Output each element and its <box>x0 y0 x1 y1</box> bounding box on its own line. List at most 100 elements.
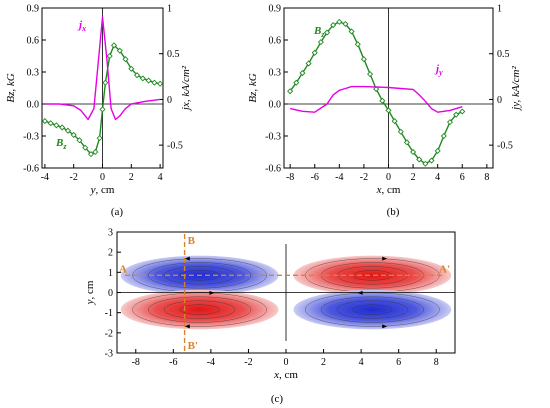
flow-arrow <box>382 256 388 261</box>
x-tick-label: -8 <box>132 357 140 368</box>
data-point-Bz <box>311 49 318 56</box>
y-tick-label-left: -0.6 <box>265 164 281 175</box>
x-tick-label: 8 <box>484 172 489 183</box>
data-point-Bz <box>92 148 99 156</box>
data-point-Bz <box>134 72 141 79</box>
series-label-Bz: Bz <box>313 25 325 39</box>
y-tick-label: 2 <box>108 248 113 259</box>
data-point-Bz <box>391 118 398 125</box>
y-tick-label-left: -0.3 <box>23 132 39 143</box>
series-line-jx <box>44 16 161 121</box>
y-axis-label-right: jx, kA/cm² <box>180 65 192 112</box>
streamline <box>320 296 424 323</box>
data-point-Bz <box>87 151 95 158</box>
x-tick-label: -6 <box>311 172 319 183</box>
data-point-Bz <box>348 28 355 35</box>
y-tick-label-left: -0.6 <box>23 164 39 175</box>
x-tick-label: -4 <box>41 172 49 183</box>
data-point-Bz <box>151 79 158 86</box>
cut-label-b: B <box>188 235 196 247</box>
x-tick-label: -2 <box>360 172 368 183</box>
y-tick-label-left: 0.6 <box>27 36 40 47</box>
y-tick-label-left: 0.0 <box>269 100 282 111</box>
y-tick-label-right: 1 <box>167 4 172 15</box>
data-point-Bz <box>99 106 106 113</box>
data-point-Bz <box>96 135 103 142</box>
y-tick-label-left: -0.3 <box>265 132 281 143</box>
y-tick-label-left: 0.0 <box>27 100 40 111</box>
streamline <box>179 304 220 315</box>
y-tick-label-right: -0.5 <box>167 141 183 152</box>
x-tick-label: -8 <box>286 172 294 183</box>
data-point-Bz <box>157 80 164 87</box>
data-point-Bz <box>422 160 429 167</box>
flow-arrow <box>184 256 190 261</box>
current-lobe-negative <box>293 289 452 330</box>
x-axis-label: x, cm <box>376 184 401 196</box>
y-tick-label-left: 0.9 <box>269 4 282 15</box>
data-point-Bz <box>145 77 152 84</box>
x-tick-label: 4 <box>359 357 364 368</box>
data-point-Bz <box>53 122 60 129</box>
x-tick-label: 2 <box>411 172 416 183</box>
data-point-Bz <box>293 79 300 86</box>
flow-arrow <box>382 324 388 329</box>
data-point-Bz <box>428 157 435 164</box>
y-tick-label-right: 0.5 <box>167 49 180 60</box>
cut-label-a-prime: A' <box>439 263 450 275</box>
data-point-Bz <box>453 111 460 118</box>
series-line-jy <box>289 85 463 113</box>
y-tick-label: -2 <box>105 328 113 339</box>
y-tick-label-left: 0.9 <box>27 4 40 15</box>
data-point-Bz <box>76 137 83 144</box>
data-point-Bz <box>102 79 109 86</box>
data-point-Bz <box>59 124 66 131</box>
streamline <box>336 300 409 319</box>
panel-label-c: (c) <box>271 393 284 405</box>
current-lobe-positive <box>293 255 452 296</box>
x-tick-label: -2 <box>244 357 252 368</box>
data-point-Bz <box>116 47 123 54</box>
series-label-Bz: Bz <box>55 137 67 151</box>
data-point-Bz <box>287 88 294 95</box>
data-point-Bz <box>434 147 441 154</box>
data-point-Bz <box>403 139 410 146</box>
y-tick-label: 0 <box>108 288 113 299</box>
x-tick-label: -4 <box>335 172 343 183</box>
y-tick-label: -1 <box>105 308 113 319</box>
x-tick-label: 6 <box>396 357 401 368</box>
data-point-Bz <box>336 18 343 25</box>
series-line-Bz <box>289 21 463 165</box>
data-point-Bz <box>385 107 392 114</box>
y-tick-label-right: 0 <box>497 95 502 106</box>
data-point-Bz <box>323 29 331 36</box>
x-tick-label: -6 <box>169 357 177 368</box>
data-point-Bz <box>110 42 118 49</box>
x-tick-label: 4 <box>435 172 440 183</box>
y-axis-label: y, cm <box>84 280 96 305</box>
data-point-Bz <box>379 97 386 104</box>
y-tick-label: 1 <box>108 268 113 279</box>
streamline <box>148 296 252 323</box>
streamline <box>179 270 220 281</box>
y-axis-label-left: Bz, kG <box>247 73 259 102</box>
cut-label-a: A <box>119 263 127 275</box>
panel-label-b: (b) <box>387 206 400 218</box>
streamline <box>163 300 236 319</box>
x-tick-label: 0 <box>386 172 391 183</box>
data-point-Bz <box>342 20 349 28</box>
data-point-Bz <box>305 60 312 67</box>
data-point-Bz <box>330 22 337 29</box>
y-axis-label-left: Bz, kG <box>5 73 17 102</box>
x-axis-label: x, cm <box>273 369 298 381</box>
y-tick-label-left: 0.3 <box>269 68 282 79</box>
series-label-jx: jx <box>77 19 86 33</box>
data-point-Bz <box>47 120 54 127</box>
data-point-Bz <box>128 65 135 72</box>
data-point-Bz <box>373 86 380 93</box>
cut-label-b-prime: B' <box>188 340 198 352</box>
panel-label-a: (a) <box>111 206 124 218</box>
x-tick-label: 2 <box>321 357 326 368</box>
data-point-Bz <box>106 52 113 60</box>
